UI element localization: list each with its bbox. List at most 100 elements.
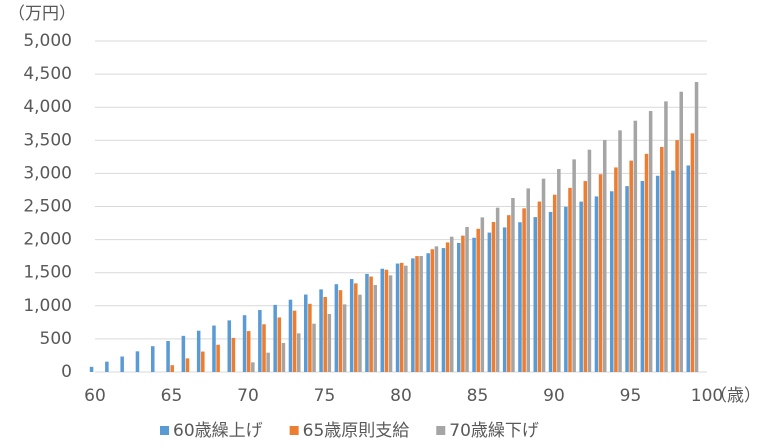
x-tick-label: 95 xyxy=(620,386,642,406)
bar xyxy=(686,165,691,372)
bar xyxy=(640,180,645,372)
bar xyxy=(564,206,568,372)
bar xyxy=(690,133,695,372)
bar xyxy=(472,237,476,372)
x-tick-label: 65 xyxy=(161,386,183,406)
bar xyxy=(395,263,400,372)
bar xyxy=(196,330,201,372)
legend-swatch xyxy=(436,426,446,435)
bar xyxy=(296,333,301,372)
bar xyxy=(533,217,538,372)
bar xyxy=(105,361,109,372)
y-tick-label: 2,500 xyxy=(23,197,72,217)
bar xyxy=(266,352,270,372)
bar xyxy=(292,310,297,372)
bar xyxy=(120,356,124,372)
bar xyxy=(251,362,255,372)
x-axis-label: （歳） xyxy=(710,386,761,406)
bar xyxy=(358,294,362,372)
bar xyxy=(671,170,675,372)
bar xyxy=(388,275,393,372)
bar xyxy=(89,366,94,372)
bar xyxy=(614,167,618,372)
bar xyxy=(216,344,220,372)
bar xyxy=(277,317,282,372)
bar xyxy=(430,249,435,372)
y-tick-label: 2,000 xyxy=(23,230,72,250)
bar xyxy=(629,160,633,372)
bar xyxy=(242,315,247,372)
bar xyxy=(312,323,316,372)
bar xyxy=(369,276,373,372)
bar xyxy=(338,290,343,372)
bar xyxy=(552,194,557,372)
legend-swatch xyxy=(160,426,169,435)
bar xyxy=(365,273,369,372)
bar xyxy=(246,331,251,372)
bar xyxy=(181,335,186,372)
bar xyxy=(373,285,377,372)
x-tick-label: 70 xyxy=(237,386,259,406)
bar xyxy=(598,174,603,372)
bar xyxy=(415,256,419,372)
bar xyxy=(304,294,308,372)
bar xyxy=(258,310,262,372)
bar xyxy=(441,248,446,372)
bar xyxy=(526,188,530,372)
bar xyxy=(212,325,216,372)
bar xyxy=(262,324,266,372)
x-tick-label: 90 xyxy=(543,386,565,406)
bar xyxy=(457,242,461,372)
legend-swatch xyxy=(289,426,299,435)
bar xyxy=(334,284,339,372)
bar xyxy=(495,207,500,372)
bar xyxy=(227,320,232,372)
bar xyxy=(633,120,638,372)
bar xyxy=(434,246,439,372)
y-tick-label: 3,500 xyxy=(23,130,72,150)
y-tick-label: 500 xyxy=(40,329,72,349)
y-tick-label: 5,000 xyxy=(23,31,72,51)
bar xyxy=(151,346,155,372)
bar xyxy=(610,191,614,372)
y-tick-label: 0 xyxy=(61,362,72,382)
bar xyxy=(648,111,653,372)
bar xyxy=(201,351,205,372)
bar xyxy=(675,140,679,372)
bar xyxy=(491,221,496,372)
y-tick-label: 3,000 xyxy=(23,163,72,183)
bar xyxy=(557,169,561,372)
bar xyxy=(411,258,415,372)
bar xyxy=(541,178,546,372)
x-tick-label: 75 xyxy=(314,386,336,406)
legend-label: 70歳繰下げ xyxy=(449,421,539,441)
bar xyxy=(694,82,699,372)
bar xyxy=(354,283,358,372)
bar xyxy=(135,351,140,372)
bar xyxy=(461,235,465,372)
x-tick-label: 80 xyxy=(390,386,412,406)
bar xyxy=(426,253,430,372)
bar xyxy=(572,159,576,372)
bar xyxy=(170,365,174,372)
bar xyxy=(618,130,622,372)
bar xyxy=(511,198,515,372)
bar xyxy=(664,101,668,373)
bar xyxy=(548,211,553,372)
bar xyxy=(487,232,492,372)
x-tick-label: 85 xyxy=(467,386,489,406)
bar xyxy=(166,341,170,372)
bar xyxy=(568,187,572,372)
bar xyxy=(281,343,286,372)
bar xyxy=(319,289,323,372)
bar xyxy=(518,222,522,372)
bar xyxy=(308,303,312,372)
bar xyxy=(288,299,293,372)
bar xyxy=(399,262,404,372)
bar xyxy=(502,227,507,372)
bar xyxy=(476,228,480,372)
x-tick-label: 60 xyxy=(84,386,106,406)
bar xyxy=(185,358,190,372)
bar xyxy=(587,149,592,372)
bar xyxy=(449,236,454,372)
